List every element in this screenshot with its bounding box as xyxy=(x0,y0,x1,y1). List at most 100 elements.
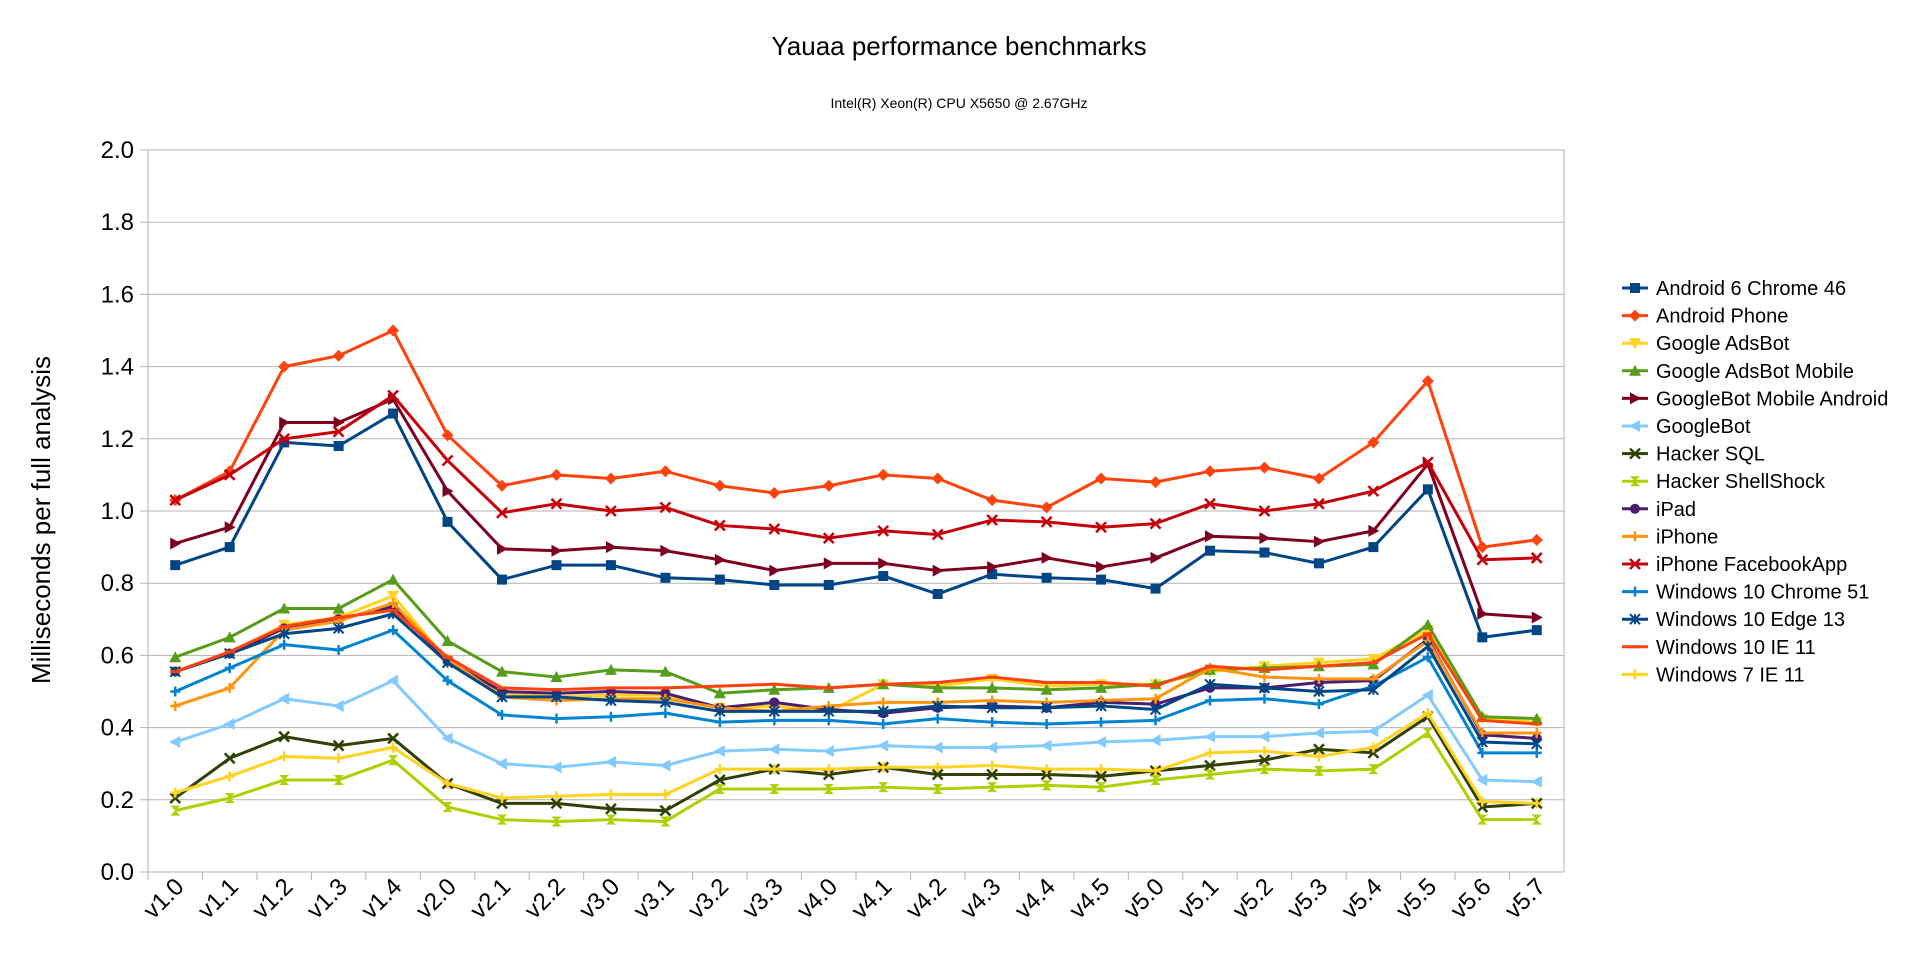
data-point xyxy=(497,792,507,803)
data-point xyxy=(278,692,290,705)
data-point xyxy=(550,671,563,683)
legend-label: Android Phone xyxy=(1656,306,1788,328)
data-point xyxy=(551,816,562,827)
data-point xyxy=(1630,669,1640,680)
data-point xyxy=(987,717,998,728)
data-point xyxy=(442,485,454,498)
data-point xyxy=(1040,768,1053,781)
data-point xyxy=(605,711,616,722)
data-point xyxy=(1476,773,1488,786)
data-point xyxy=(605,814,616,825)
data-point xyxy=(878,718,889,729)
data-point xyxy=(224,682,235,693)
data-point xyxy=(1205,695,1215,706)
data-point xyxy=(1205,747,1215,758)
data-point xyxy=(1368,524,1380,537)
data-point xyxy=(1204,730,1215,743)
series-12 xyxy=(169,608,1543,750)
data-point xyxy=(278,730,291,743)
series-line xyxy=(174,628,1537,755)
legend-item: GoogleBot xyxy=(1622,416,1751,438)
data-point xyxy=(497,709,507,720)
data-point xyxy=(1095,681,1108,693)
data-point xyxy=(1629,613,1641,625)
data-point xyxy=(878,782,889,793)
data-point xyxy=(1313,743,1325,756)
legend-label: Hacker ShellShock xyxy=(1656,471,1826,493)
y-tick-label: 0.0 xyxy=(101,859,134,886)
data-point xyxy=(388,408,399,419)
data-point xyxy=(877,705,889,718)
data-point xyxy=(224,771,235,782)
data-point xyxy=(822,479,835,492)
data-point xyxy=(387,324,400,337)
data-point xyxy=(550,691,563,703)
data-point xyxy=(551,713,562,724)
data-point xyxy=(713,519,726,532)
series-10 xyxy=(169,389,1543,566)
data-point xyxy=(1630,586,1640,597)
data-point xyxy=(605,541,617,554)
data-point xyxy=(332,622,345,635)
data-point xyxy=(714,764,725,775)
data-point xyxy=(605,789,616,800)
x-tick-label: v5.5 xyxy=(1391,873,1442,924)
data-point xyxy=(1313,558,1324,569)
data-point xyxy=(769,783,780,794)
legend-label: GoogleBot Mobile Android xyxy=(1656,388,1888,410)
series-line xyxy=(174,393,1537,562)
data-point xyxy=(714,717,725,728)
data-point xyxy=(931,472,944,485)
data-point xyxy=(332,602,345,614)
series-line xyxy=(174,329,1537,549)
x-tick-label: v5.6 xyxy=(1445,873,1496,924)
data-point xyxy=(604,472,617,485)
data-point xyxy=(878,570,889,581)
data-point xyxy=(1367,485,1380,498)
x-tick-label: v3.1 xyxy=(628,873,679,924)
grid-lines xyxy=(140,149,1565,873)
series-5 xyxy=(169,674,1542,788)
data-point xyxy=(497,814,507,825)
data-point xyxy=(604,663,617,675)
data-point xyxy=(1312,472,1325,485)
data-point xyxy=(1630,283,1640,293)
data-point xyxy=(605,560,616,571)
data-point xyxy=(1422,708,1433,719)
data-point xyxy=(1477,796,1488,807)
data-point xyxy=(1096,560,1108,573)
data-point xyxy=(1629,558,1641,570)
data-point xyxy=(496,506,508,519)
data-point xyxy=(1477,728,1488,739)
data-point xyxy=(333,416,345,429)
data-point xyxy=(660,572,671,583)
data-point xyxy=(332,699,344,712)
data-point xyxy=(1421,689,1433,702)
data-point xyxy=(224,542,235,553)
data-point xyxy=(1096,574,1107,585)
data-point xyxy=(713,745,725,758)
data-point xyxy=(986,514,999,526)
data-point xyxy=(878,762,889,773)
data-point xyxy=(387,573,400,585)
series-line xyxy=(174,612,1537,746)
data-point xyxy=(442,802,453,813)
data-point xyxy=(987,782,998,793)
x-tick-label: v2.0 xyxy=(411,873,462,924)
y-tick-label: 0.2 xyxy=(101,787,134,814)
data-point xyxy=(1041,572,1052,583)
data-point xyxy=(223,752,236,765)
y-tick-label: 1.0 xyxy=(101,498,134,525)
data-point xyxy=(1204,759,1216,772)
data-point xyxy=(1312,727,1324,740)
x-tick-label: v5.1 xyxy=(1173,873,1224,924)
data-point xyxy=(1630,392,1641,405)
data-point xyxy=(279,639,290,650)
data-point xyxy=(877,524,890,537)
x-tick-label: v4.5 xyxy=(1064,873,1115,924)
data-point xyxy=(170,805,181,816)
data-point xyxy=(1205,769,1215,780)
data-point xyxy=(1531,747,1542,758)
series-11 xyxy=(170,625,1542,758)
data-point xyxy=(551,544,563,557)
